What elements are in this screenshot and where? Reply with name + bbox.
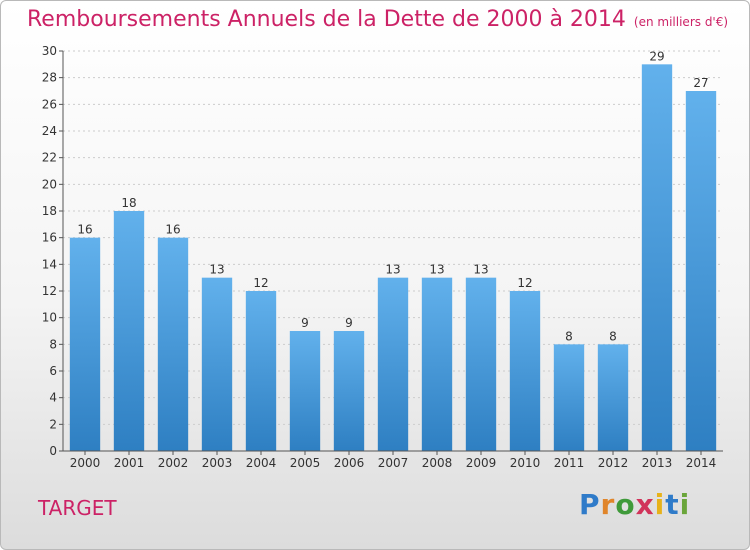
bar: [333, 331, 365, 451]
logo-letter: i: [679, 488, 691, 521]
logo-letter: x: [635, 488, 655, 521]
bar: [685, 91, 717, 451]
chart-title-text: Remboursements Annuels de la Dette de 20…: [27, 7, 626, 32]
y-tick-label: 12: [42, 284, 57, 298]
bar: [245, 291, 277, 451]
bar: [421, 277, 453, 451]
logo-letter: o: [615, 488, 636, 521]
x-tick-label: 2005: [290, 456, 321, 470]
y-tick-label: 28: [42, 71, 57, 85]
y-tick-label: 20: [42, 177, 57, 191]
logo-letter: r: [600, 488, 616, 521]
y-tick-label: 6: [49, 364, 57, 378]
data-label: 9: [301, 316, 309, 330]
data-label: 27: [693, 76, 708, 90]
data-label: 9: [345, 316, 353, 330]
x-tick-label: 2001: [114, 456, 145, 470]
x-tick-label: 2000: [70, 456, 101, 470]
bar: [377, 277, 409, 451]
y-tick-label: 2: [49, 417, 57, 431]
data-label: 13: [429, 263, 444, 277]
labels: 16 18 16 13 12 9 9 13 13 13 12 8 8 29 27: [77, 49, 708, 343]
bar: [201, 277, 233, 451]
y-tick-label: 10: [42, 311, 57, 325]
data-label: 12: [517, 276, 532, 290]
chart-title: Remboursements Annuels de la Dette de 20…: [27, 7, 728, 32]
y-tick-label: 16: [42, 231, 57, 245]
bar: [465, 277, 497, 451]
x-tick-label: 2012: [598, 456, 629, 470]
logo-letter: t: [665, 488, 680, 521]
logo-letter: i: [654, 488, 666, 521]
data-label: 8: [565, 329, 573, 343]
x-tick-label: 2007: [378, 456, 409, 470]
x-tick-label: 2002: [158, 456, 189, 470]
bar: [641, 64, 673, 452]
data-label: 16: [77, 223, 92, 237]
data-label: 13: [473, 263, 488, 277]
x-tick-label: 2004: [246, 456, 277, 470]
x-tick-label: 2011: [554, 456, 585, 470]
chart-unit: (en milliers d'€): [633, 15, 729, 29]
data-label: 29: [649, 49, 664, 63]
proxiti-logo: Proxiti: [579, 488, 690, 521]
y-tick-label: 30: [42, 44, 57, 58]
data-label: 13: [385, 263, 400, 277]
bar: [597, 344, 629, 451]
x-tick-label: 2006: [334, 456, 365, 470]
bar: [157, 237, 189, 451]
y-tick-label: 14: [42, 257, 57, 271]
y-tick-label: 22: [42, 151, 57, 165]
y-tick-label: 24: [42, 124, 57, 138]
commune-name: TARGET: [38, 496, 117, 520]
y-tick-label: 0: [49, 444, 57, 458]
y-tick-label: 4: [49, 391, 57, 405]
x-tick-label: 2013: [642, 456, 673, 470]
data-label: 12: [253, 276, 268, 290]
x-tick-label: 2003: [202, 456, 233, 470]
data-label: 13: [209, 263, 224, 277]
bar: [113, 211, 145, 451]
bar: [69, 237, 101, 451]
x-tick-label: 2009: [466, 456, 497, 470]
x-tick-label: 2010: [510, 456, 541, 470]
y-tick-label: 18: [42, 204, 57, 218]
logo-letter: P: [579, 488, 601, 521]
bars: [69, 64, 717, 452]
bar: [553, 344, 585, 451]
y-tick-label: 8: [49, 337, 57, 351]
bar: [289, 331, 321, 451]
data-label: 16: [165, 223, 180, 237]
data-label: 8: [609, 329, 617, 343]
y-tick-label: 26: [42, 97, 57, 111]
data-label: 18: [121, 196, 136, 210]
x-tick-label: 2014: [686, 456, 717, 470]
x-tick-label: 2008: [422, 456, 453, 470]
bar: [509, 291, 541, 451]
